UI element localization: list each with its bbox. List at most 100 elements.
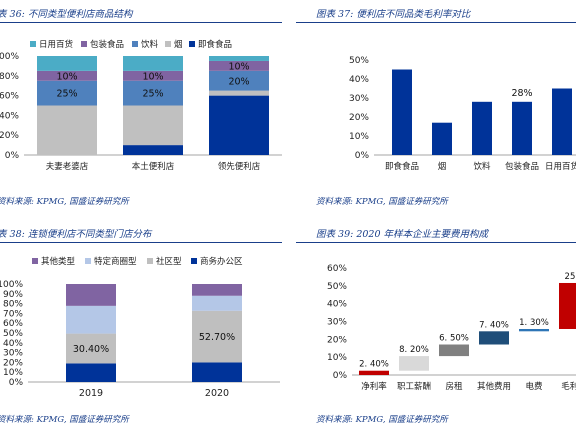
data-label: 10% bbox=[56, 71, 77, 82]
legend-label: 日用百货 bbox=[39, 39, 74, 50]
legend-label: 饮料 bbox=[141, 39, 159, 50]
y-tick-label: 50% bbox=[349, 56, 369, 66]
bar-segment bbox=[123, 70, 183, 81]
legend-swatch bbox=[30, 41, 36, 47]
bar bbox=[432, 122, 452, 155]
data-label: 25% bbox=[142, 89, 163, 100]
panel-38: 表 38: 连锁便利店不同类型门店分布 0% 10% 20% 30% 40% 50% 60%… bbox=[0, 218, 282, 432]
x-tick-label: 房租 bbox=[445, 381, 463, 392]
x-tick-label: 2020 bbox=[205, 388, 229, 399]
source-note: 资料来源: KPMG, 国盛证券研究所 bbox=[316, 415, 448, 425]
chart-37: 0% 10% 20% 30% 40% 50% 即食食品 烟 饮料 包装食品 28% 日用百货 bbox=[349, 56, 576, 172]
legend-label: 即食食品 bbox=[198, 39, 232, 50]
waterfall-bar bbox=[479, 331, 509, 345]
data-label: 30.40% bbox=[73, 344, 109, 355]
title-rule bbox=[296, 242, 576, 243]
y-tick-label: 30% bbox=[3, 349, 23, 359]
legend-label: 特定商圈型 bbox=[94, 256, 137, 267]
bar-segment bbox=[209, 70, 269, 91]
y-tick-label: 80% bbox=[0, 72, 19, 82]
x-tick-label: 夫妻老婆店 bbox=[46, 161, 89, 172]
x-tick-label: 电费 bbox=[525, 381, 543, 392]
y-tick-label: 10% bbox=[349, 132, 369, 142]
waterfall-bar bbox=[359, 370, 389, 375]
bar-segment bbox=[209, 60, 269, 71]
x-tick-label: 饮料 bbox=[473, 161, 491, 172]
legend-swatch bbox=[81, 41, 87, 47]
legend-swatch bbox=[191, 258, 197, 264]
title-rule bbox=[0, 22, 282, 23]
x-tick-label: 领先便利店 bbox=[218, 161, 261, 172]
x-tick-label: 包装食品 bbox=[505, 161, 539, 172]
bar-segment bbox=[123, 80, 183, 106]
source-note: 资料来源: KPMG, 国盛证券研究所 bbox=[0, 197, 129, 207]
panel-39: 图表 39: 2020 年样本企业主要费用构成 0% 10% 20% 30% 40% 50… bbox=[296, 218, 576, 432]
legend-swatch bbox=[32, 258, 38, 264]
source-note: 资料来源: KPMG, 国盛证券研究所 bbox=[0, 415, 129, 425]
y-tick-label: 60% bbox=[3, 319, 23, 329]
bar-segment bbox=[66, 305, 116, 334]
data-label: 10% bbox=[142, 71, 163, 82]
bar-segment bbox=[192, 284, 242, 296]
x-tick-label: 其他费用 bbox=[477, 381, 511, 392]
data-label: 28% bbox=[511, 88, 532, 99]
y-tick-label: 40% bbox=[0, 111, 19, 121]
y-tick-label: 100% bbox=[0, 280, 23, 290]
data-label: 20% bbox=[228, 76, 249, 87]
legend-label: 商务办公区 bbox=[200, 256, 243, 267]
data-label: 52.70% bbox=[199, 332, 235, 343]
legend-swatch bbox=[189, 41, 195, 47]
title-rule bbox=[296, 22, 576, 23]
waterfall-bar bbox=[559, 282, 576, 329]
legend-swatch bbox=[85, 258, 91, 264]
bar-segment bbox=[66, 284, 116, 306]
bar-segment bbox=[192, 310, 242, 363]
y-tick-label: 30% bbox=[349, 94, 369, 104]
y-tick-label: 30% bbox=[327, 318, 347, 328]
waterfall-bar bbox=[439, 344, 469, 357]
x-tick-label: 日用百货 bbox=[545, 161, 576, 172]
bar-segment bbox=[66, 333, 116, 364]
bar bbox=[512, 101, 532, 155]
x-tick-label: 2019 bbox=[79, 388, 103, 399]
bar-segment bbox=[123, 105, 183, 146]
y-tick-label: 10% bbox=[327, 353, 347, 363]
bar-segment bbox=[123, 145, 183, 155]
bar-segment bbox=[192, 362, 242, 382]
panel-title: 图表 39: 2020 年样本企业主要费用构成 bbox=[316, 229, 489, 240]
x-tick-label: 本土便利店 bbox=[132, 161, 175, 172]
bar bbox=[552, 88, 572, 155]
y-tick-label: 50% bbox=[3, 329, 23, 339]
x-tick-label: 毛利率 bbox=[561, 381, 576, 392]
y-tick-label: 20% bbox=[327, 335, 347, 345]
bar-segment bbox=[37, 70, 97, 81]
bar-segment bbox=[37, 80, 97, 106]
data-label: 7. 40% bbox=[479, 320, 509, 330]
y-tick-label: 80% bbox=[3, 300, 23, 310]
bar-segment bbox=[123, 56, 183, 71]
y-tick-label: 60% bbox=[327, 264, 347, 274]
waterfall-bar bbox=[399, 356, 429, 371]
data-label: 6. 50% bbox=[439, 334, 469, 344]
x-tick-label: 即食食品 bbox=[385, 161, 419, 172]
y-tick-label: 20% bbox=[349, 113, 369, 123]
legend-label: 烟 bbox=[174, 40, 183, 50]
panel-37: 图表 37: 便利店不同品类毛利率对比 0% 10% 20% 30% 40% 50% 即食食… bbox=[296, 0, 576, 214]
y-tick-label: 50% bbox=[327, 282, 347, 292]
bar-segment bbox=[209, 95, 269, 155]
y-tick-label: 60% bbox=[0, 92, 19, 102]
chart-36: 0% 20% 40% 60% 80% 100% 25% 10% 夫妻老婆店 25% 10% 本土便利店… bbox=[0, 39, 282, 172]
y-tick-label: 100% bbox=[0, 52, 19, 62]
legend-swatch bbox=[132, 41, 138, 47]
y-tick-label: 10% bbox=[3, 368, 23, 378]
y-tick-label: 0% bbox=[333, 371, 348, 381]
panel-36: 表 36: 不同类型便利店商品结构 0% 20% 40% 60% 80% 100% 25% 1… bbox=[0, 0, 282, 214]
data-label: 8. 20% bbox=[399, 345, 429, 355]
legend-label: 包装食品 bbox=[90, 39, 124, 50]
y-tick-label: 20% bbox=[3, 358, 23, 368]
y-tick-label: 90% bbox=[3, 290, 23, 300]
bar-segment bbox=[209, 56, 269, 61]
legend-swatch bbox=[147, 258, 153, 264]
y-tick-label: 70% bbox=[3, 309, 23, 319]
bar-segment bbox=[66, 363, 116, 382]
